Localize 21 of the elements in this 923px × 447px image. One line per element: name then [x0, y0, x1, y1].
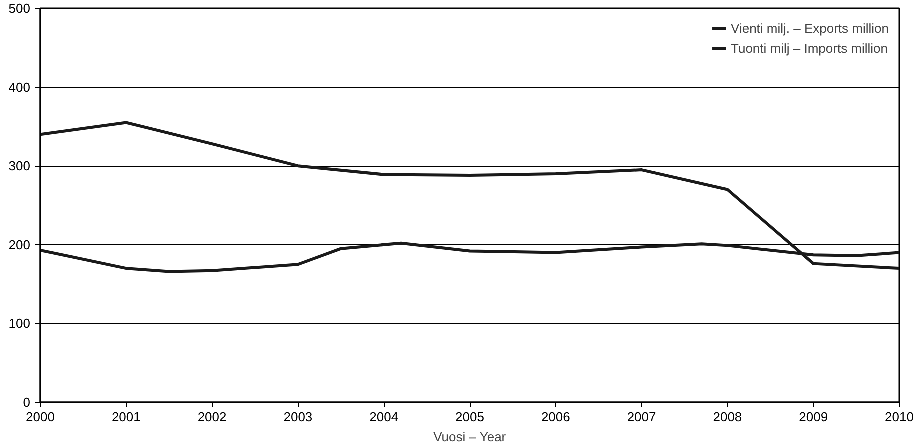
- x-tick-label: 2000: [26, 410, 55, 424]
- x-tick-label: 2006: [541, 410, 570, 424]
- x-axis-title: Vuosi – Year: [434, 430, 507, 444]
- legend-label: Tuonti milj – Imports million: [731, 40, 888, 56]
- line-series: [40, 121, 900, 270]
- x-tick-label: 2007: [627, 410, 656, 424]
- y-tick-label: 400: [8, 80, 31, 95]
- y-tick-label: 0: [23, 395, 31, 410]
- x-tick-label: 2001: [112, 410, 141, 424]
- x-tick-label: 2010: [885, 410, 914, 424]
- y-tick-label: 200: [8, 237, 31, 252]
- y-tick-label: 500: [8, 1, 31, 16]
- x-tick-label: 2004: [370, 410, 399, 424]
- x-tick-label: 2009: [799, 410, 828, 424]
- legend-label: Vienti milj. – Exports million: [731, 20, 889, 36]
- x-tick-label: 2005: [456, 410, 484, 424]
- x-tick-label: 2002: [198, 410, 227, 424]
- x-tick-label: 2008: [713, 410, 742, 424]
- x-tick-label: 2003: [284, 410, 313, 424]
- y-tick-label: 300: [8, 158, 31, 174]
- y-tick-label: 100: [8, 316, 31, 332]
